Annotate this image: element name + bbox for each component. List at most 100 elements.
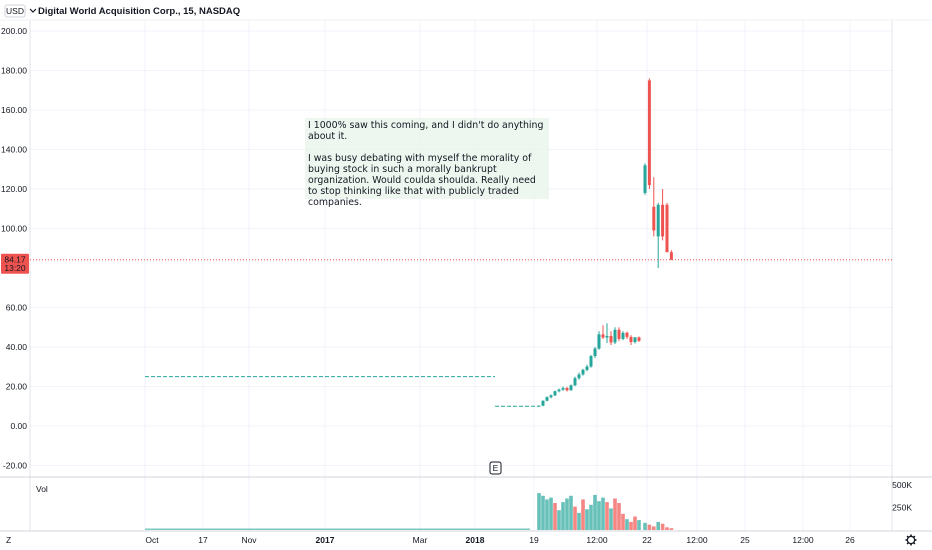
price-tick-label: 20.00 [6,382,28,392]
price-tick-label: 160.00 [1,105,27,115]
volume-bar [637,520,641,530]
volume-bar [665,527,669,530]
candle-body [593,348,597,357]
volume-bar [565,498,569,530]
candle-body [577,374,581,379]
earnings-marker[interactable] [489,461,502,475]
z-scale-icon: Z [6,535,11,545]
candle-body [656,204,660,237]
volume-bar [633,516,637,530]
price-tick-label: 200.00 [1,26,27,36]
volume-bar [669,528,674,530]
candle-body [629,336,633,343]
volume-label: Vol [36,484,48,494]
volume-bar [609,508,613,530]
volume-bar [643,522,647,530]
volume-bar [605,502,609,530]
volume-bar [593,494,597,530]
candle-body [605,335,609,338]
candle-body [565,388,569,391]
volume-bar [537,493,541,530]
volume-bar [573,506,577,530]
candle-body [569,385,573,391]
candle-body [643,165,647,193]
volume-tick-label: 500K [892,480,912,490]
candle-body [541,400,545,406]
candle-body [633,337,637,343]
currency-badge[interactable] [4,4,26,18]
time-tick-label: 17 [198,535,208,545]
volume-bar [589,504,593,530]
candle-body [661,204,665,237]
candle-body [625,332,629,337]
price-tick-label: 0.00 [10,421,27,431]
volume-bar [549,497,553,530]
chart-title: Digital World Acquisition Corp., 15, NAS… [38,6,240,17]
volume-bar [577,512,581,530]
volume-bar [617,503,621,530]
volume-bar [647,524,652,530]
candle-body [545,397,549,401]
candle-body [665,204,669,253]
price-tick-label: -20.00 [3,461,27,471]
chevron-down-icon[interactable] [29,8,37,13]
time-tick-label: 12:00 [792,535,814,545]
volume-bar [601,497,605,530]
volume-bar [569,495,573,530]
candle-body [613,329,617,343]
volume-bar [621,513,625,530]
volume-bar [613,498,617,530]
volume-bar [597,501,601,530]
candle-body [652,206,656,231]
candle-body [637,337,641,341]
candle-body [589,356,593,367]
candle-body [581,369,585,375]
volume-bar [561,502,565,530]
volume-bar [541,495,545,530]
price-tick-label: 60.00 [6,303,28,313]
last-price-badge [1,253,29,274]
candle-body [647,80,651,186]
time-tick-label: 19 [529,535,539,545]
volume-bar [557,510,561,530]
candle-body [621,332,625,339]
time-tick-label: 26 [845,535,855,545]
price-tick-label: 40.00 [6,342,28,352]
time-tick-label: 2018 [466,535,485,545]
candle-body [549,395,553,398]
price-tick-label: 140.00 [1,145,27,155]
time-tick-label: 12:00 [586,535,608,545]
volume-bar [581,499,585,530]
candle-body [537,405,541,407]
volume-bar [585,509,589,530]
candle-body [573,378,577,386]
candle-body [601,334,605,338]
earnings-marker-label: E [493,463,499,473]
volume-bar [553,503,557,530]
candle-body [585,366,589,370]
candle-body [561,388,565,390]
time-tick-label: 2017 [316,535,335,545]
volume-tick-label: 250K [892,503,912,513]
time-tick-label: Mar [413,535,428,545]
volume-bar [656,521,660,530]
candle-body [669,252,673,260]
volume-bar [625,519,629,530]
time-tick-label: 22 [642,535,652,545]
volume-baseline-bars [145,528,530,530]
time-tick-label: 25 [740,535,750,545]
volume-bar [629,521,633,530]
annotation-note[interactable]: I 1000% saw this coming, and I didn't do… [305,118,549,208]
last-price-label: 84.17 [4,254,26,264]
volume-bar [652,526,656,530]
time-tick-label: 12:00 [686,535,708,545]
gear-icon[interactable] [905,534,917,546]
price-tick-label: 120.00 [1,184,27,194]
candle-body [557,389,561,392]
currency-label: USD [6,6,24,16]
volume-bar [545,499,549,530]
candle-body [553,391,557,396]
bar-countdown-label: 13:20 [4,263,26,273]
volume-bar [660,523,665,530]
